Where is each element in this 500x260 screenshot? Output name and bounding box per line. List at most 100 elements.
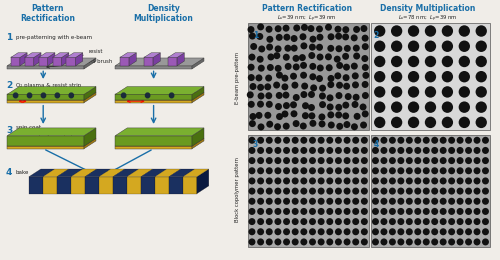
Polygon shape — [76, 53, 83, 66]
Circle shape — [283, 228, 290, 235]
Circle shape — [319, 93, 326, 100]
Circle shape — [300, 42, 308, 49]
Circle shape — [335, 208, 342, 215]
Polygon shape — [169, 177, 183, 194]
Circle shape — [398, 147, 404, 154]
Circle shape — [474, 157, 480, 164]
Text: PS brush: PS brush — [46, 59, 112, 68]
Polygon shape — [43, 169, 69, 177]
Bar — [248, 135, 368, 247]
Polygon shape — [120, 53, 136, 57]
Circle shape — [292, 147, 298, 154]
Circle shape — [309, 238, 316, 245]
Circle shape — [334, 72, 342, 79]
Polygon shape — [115, 146, 192, 149]
Circle shape — [310, 84, 317, 92]
Circle shape — [326, 218, 334, 225]
Text: 4: 4 — [6, 168, 12, 177]
Polygon shape — [7, 136, 84, 146]
Circle shape — [318, 218, 324, 225]
Circle shape — [406, 187, 413, 194]
Circle shape — [344, 238, 350, 245]
Polygon shape — [57, 169, 83, 177]
Circle shape — [476, 86, 487, 98]
Circle shape — [319, 85, 326, 92]
Circle shape — [391, 86, 402, 98]
Circle shape — [440, 147, 446, 154]
Polygon shape — [168, 53, 184, 57]
Circle shape — [266, 187, 272, 194]
Polygon shape — [153, 53, 160, 66]
Circle shape — [425, 25, 436, 37]
Circle shape — [414, 137, 422, 144]
Circle shape — [274, 208, 281, 215]
Circle shape — [372, 137, 379, 144]
Circle shape — [374, 86, 386, 98]
Circle shape — [456, 137, 464, 144]
Circle shape — [310, 36, 316, 43]
Circle shape — [353, 26, 360, 33]
Circle shape — [352, 208, 359, 215]
Circle shape — [440, 218, 446, 225]
Circle shape — [352, 147, 359, 154]
Polygon shape — [155, 169, 181, 177]
Circle shape — [414, 198, 422, 205]
Circle shape — [266, 121, 273, 128]
Circle shape — [328, 45, 334, 52]
Circle shape — [292, 137, 298, 144]
Circle shape — [249, 32, 256, 40]
Circle shape — [292, 167, 298, 174]
Circle shape — [325, 24, 332, 31]
Circle shape — [274, 25, 281, 32]
Circle shape — [342, 102, 349, 109]
Circle shape — [248, 26, 254, 33]
Circle shape — [465, 198, 472, 205]
Circle shape — [442, 25, 453, 37]
Circle shape — [300, 62, 307, 69]
Polygon shape — [7, 146, 84, 149]
Circle shape — [283, 123, 290, 130]
Circle shape — [408, 25, 419, 37]
Circle shape — [456, 228, 464, 235]
Circle shape — [431, 147, 438, 154]
Circle shape — [423, 157, 430, 164]
Circle shape — [425, 117, 436, 128]
Circle shape — [257, 147, 264, 154]
Circle shape — [423, 147, 430, 154]
Polygon shape — [48, 53, 55, 66]
Polygon shape — [52, 53, 69, 57]
Circle shape — [336, 62, 343, 69]
Circle shape — [476, 71, 487, 82]
Circle shape — [283, 54, 290, 61]
Circle shape — [283, 177, 290, 184]
Circle shape — [292, 63, 300, 70]
Circle shape — [274, 198, 281, 205]
Circle shape — [343, 64, 350, 71]
Circle shape — [344, 137, 350, 144]
Circle shape — [425, 101, 436, 113]
Circle shape — [423, 137, 430, 144]
Circle shape — [442, 117, 453, 128]
Polygon shape — [7, 100, 84, 103]
Circle shape — [362, 72, 370, 79]
Circle shape — [344, 45, 351, 52]
Circle shape — [391, 101, 402, 113]
Circle shape — [398, 187, 404, 194]
Text: 2: 2 — [6, 81, 12, 90]
Circle shape — [335, 137, 342, 144]
Circle shape — [292, 198, 298, 205]
Circle shape — [380, 187, 388, 194]
Circle shape — [423, 228, 430, 235]
Circle shape — [266, 26, 272, 33]
Circle shape — [292, 238, 298, 245]
Circle shape — [389, 137, 396, 144]
Circle shape — [350, 34, 358, 41]
Circle shape — [431, 238, 438, 245]
Circle shape — [408, 101, 419, 113]
Circle shape — [299, 54, 306, 61]
Text: pre-patterning with e-beam: pre-patterning with e-beam — [16, 35, 92, 40]
Circle shape — [325, 53, 332, 60]
Polygon shape — [115, 136, 192, 146]
Circle shape — [414, 177, 422, 184]
Circle shape — [318, 157, 324, 164]
